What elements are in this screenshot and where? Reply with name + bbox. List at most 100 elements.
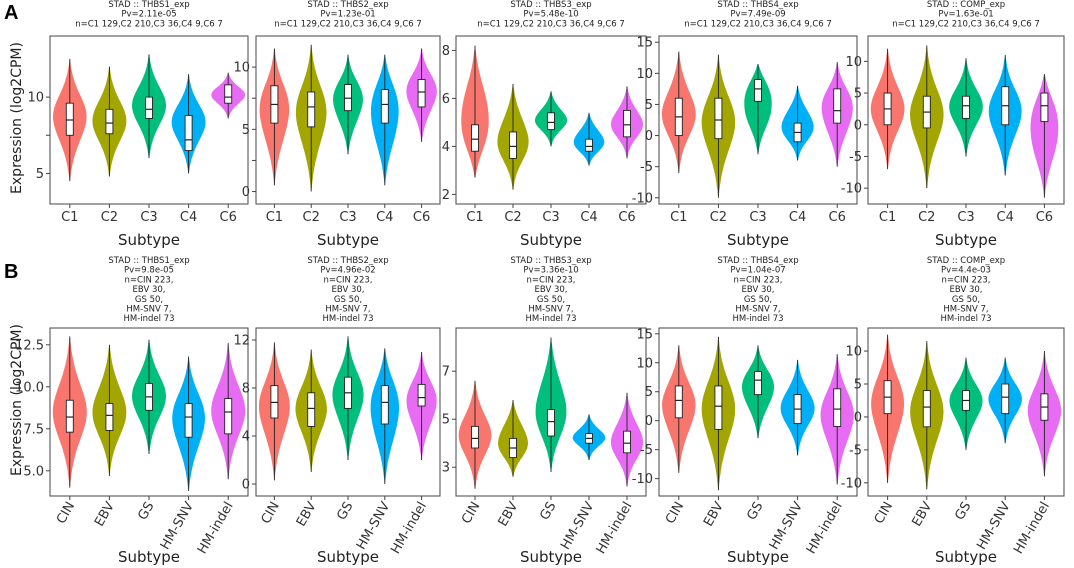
y-tick-label: 0 — [854, 118, 862, 133]
chart-title-line: n=CIN 223, — [734, 275, 783, 285]
y-tick-label: 0 — [645, 414, 653, 429]
x-tick-label: C1 — [266, 210, 283, 225]
violin-box — [105, 403, 114, 431]
y-tick-label: 5 — [854, 87, 862, 102]
x-tick-label: C1 — [466, 210, 483, 225]
y-tick-label: 8 — [242, 382, 250, 397]
x-axis-label: Subtype — [520, 231, 582, 249]
violin-box — [380, 385, 389, 425]
x-tick-label: HM-indel — [1011, 500, 1053, 557]
x-tick-label: C2 — [710, 210, 727, 225]
x-tick-label: HM-indel — [388, 500, 430, 557]
chart-title-line: GS 50, — [135, 295, 163, 305]
x-axis-label: Subtype — [118, 548, 180, 566]
x-tick-label: C6 — [618, 210, 635, 225]
x-tick-label: HM-SNV — [354, 499, 393, 552]
violin-box — [184, 114, 193, 151]
x-axis-label: Subtype — [727, 231, 789, 249]
y-tick-label: 10 — [636, 356, 653, 371]
chart-title-line: EBV 30, — [535, 285, 568, 295]
x-tick-label: C1 — [670, 210, 687, 225]
y-tick-label: 8 — [442, 44, 450, 59]
violin-box — [65, 399, 74, 433]
chart-title-line: STAD :: THBS2_exp — [307, 0, 388, 10]
violin-box — [145, 96, 153, 119]
x-tick-label: EBV — [909, 499, 935, 529]
x-axis-label: Subtype — [317, 548, 379, 566]
y-tick-label: -5 — [849, 443, 862, 458]
chart-title-line: HM-SNV 7, — [528, 305, 573, 315]
chart-title-line: n=C1 129,C2 210,C3 36,C4 9,C6 7 — [274, 19, 422, 29]
violin-box — [417, 383, 426, 407]
x-tick-label: EBV — [701, 499, 727, 529]
y-axis-label-a: Expression (log2CPM) — [9, 42, 25, 194]
x-axis-label: Subtype — [935, 231, 997, 249]
x-tick-label: C3 — [339, 210, 356, 225]
x-tick-label: GS — [744, 500, 766, 523]
x-axis-label: Subtype — [317, 231, 379, 249]
y-tick-label: 10 — [27, 91, 44, 106]
chart-title-line: HM-indel 73 — [732, 314, 783, 324]
panel-label-b: B — [4, 261, 18, 283]
x-tick-label: C3 — [542, 210, 559, 225]
chart-title-line: HM-SNV 7, — [126, 305, 171, 315]
chart-title-line: n=C1 129,C2 210,C3 36,C4 9,C6 7 — [892, 19, 1040, 29]
chart-title-line: STAD :: THBS3_exp — [510, 0, 591, 10]
x-tick-label: C3 — [749, 210, 766, 225]
violin-box — [307, 91, 316, 128]
x-tick-label: HM-SNV — [558, 499, 597, 552]
violin-box — [471, 425, 479, 449]
chart-title-line: HM-indel 73 — [123, 314, 174, 324]
x-tick-label: GS — [952, 500, 974, 523]
x-tick-label: C2 — [303, 210, 320, 225]
chart-title-line: n=C1 129,C2 210,C3 36,C4 9,C6 7 — [75, 19, 223, 29]
x-axis-label: Subtype — [118, 231, 180, 249]
x-tick-label: CIN — [459, 500, 483, 527]
y-tick-label: 3 — [442, 461, 450, 476]
chart-title-line: Pv=4.96e-02 — [320, 266, 375, 276]
y-tick-label: 10 — [233, 61, 250, 76]
x-tick-label: EBV — [496, 499, 522, 529]
x-tick-label: CIN — [663, 500, 687, 527]
x-tick-label: HM-SNV — [974, 499, 1013, 552]
y-tick-label: 7 — [442, 365, 450, 380]
violin-box — [224, 398, 233, 435]
violin-box — [224, 84, 233, 104]
y-tick-label: 5 — [442, 413, 450, 428]
x-tick-label: GS — [537, 500, 559, 523]
y-tick-label: 12.5 — [15, 338, 44, 353]
violin-box — [833, 88, 842, 124]
y-tick-label: 10 — [636, 67, 653, 82]
chart-title-line: EBV 30, — [742, 285, 775, 295]
chart-title-line: EBV 30, — [950, 285, 983, 295]
y-tick-label: 4 — [442, 140, 450, 155]
y-tick-label: -5 — [640, 443, 653, 458]
chart-title-line: STAD :: THBS4_exp — [717, 0, 798, 10]
x-axis-label: Subtype — [935, 548, 997, 566]
chart-title-line: Pv=9.8e-05 — [124, 266, 174, 276]
violin-box — [547, 112, 555, 131]
chart-title-line: n=C1 129,C2 210,C3 36,C4 9,C6 7 — [477, 19, 625, 29]
chart-title-line: HM-indel 73 — [525, 314, 576, 324]
y-tick-label: -10 — [632, 472, 653, 487]
chart-title-line: HM-SNV 7, — [943, 305, 988, 315]
chart-title-line: STAD :: COMP_exp — [927, 256, 1005, 266]
x-tick-label: C2 — [101, 210, 118, 225]
violin-box — [105, 108, 114, 135]
y-tick-label: 15 — [636, 327, 653, 342]
chart-title-line: Pv=2.11e-05 — [121, 10, 176, 20]
chart-title-line: HM-indel 73 — [940, 314, 991, 324]
x-tick-label: HM-SNV — [767, 499, 806, 552]
x-tick-label: C1 — [61, 210, 78, 225]
chart-title-line: n=CIN 223, — [942, 275, 991, 285]
chart-title-line: n=CIN 223, — [125, 275, 174, 285]
y-axis-label-b: Expression (log2CPM) — [9, 324, 25, 476]
x-tick-label: C6 — [1036, 210, 1053, 225]
